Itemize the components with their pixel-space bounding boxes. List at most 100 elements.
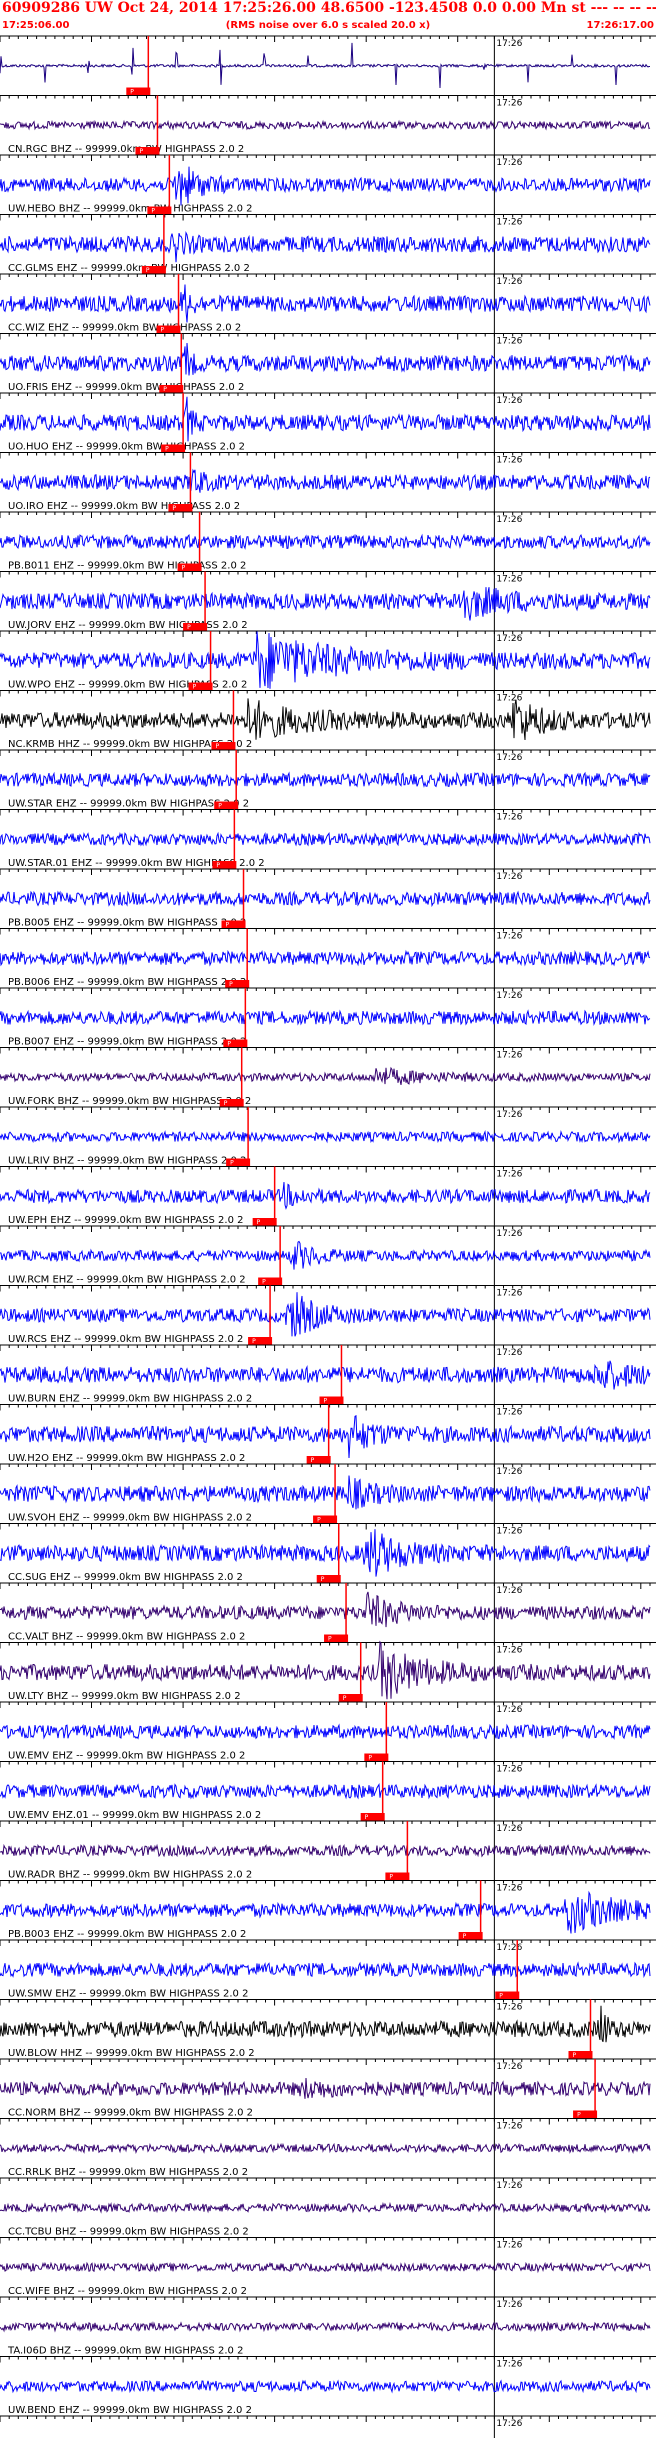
trace-row: 17:26 UW.WPO EHZ -- 99999.0km BW HIGHPASS… bbox=[0, 630, 656, 691]
minute-marker-label: 17:26 bbox=[496, 2122, 522, 2132]
pick-label: P bbox=[257, 1219, 261, 1226]
pick-label: P bbox=[230, 1160, 234, 1167]
waveform-line bbox=[0, 631, 651, 689]
channel-label: UW.HEBO BHZ -- 99999.0km BW HIGHPASS 2.0… bbox=[8, 204, 253, 215]
minute-marker-label: 17:26 bbox=[496, 1289, 522, 1299]
minute-marker-label: 17:26 bbox=[496, 2062, 522, 2072]
waveform-line bbox=[0, 2005, 651, 2043]
end-time: 17:26:17.00 bbox=[586, 20, 654, 31]
time-ticks bbox=[0, 1047, 651, 1054]
channel-label: PB.B003 EHZ -- 99999.0km BW HIGHPASS 2.0… bbox=[8, 1929, 246, 1940]
channel-label: UW.SMW EHZ -- 99999.0km BW HIGHPASS 2.0 … bbox=[8, 1989, 248, 2000]
pick-flag bbox=[364, 1753, 389, 1762]
trace-row: 17:26 UW.EMV EHZ -- 99999.0km BW HIGHPASS… bbox=[0, 1701, 656, 1762]
time-ticks bbox=[0, 869, 651, 875]
time-ticks bbox=[0, 1999, 651, 2006]
pick-flag bbox=[135, 147, 160, 155]
pick-label: P bbox=[224, 1100, 228, 1107]
minute-marker-label: 17:26 bbox=[496, 158, 522, 168]
pick-flag bbox=[147, 206, 172, 215]
pick-label: P bbox=[130, 89, 134, 96]
minute-marker-label: 17:26 bbox=[496, 634, 522, 644]
minute-marker-label: 17:26 bbox=[496, 1586, 522, 1596]
minute-marker-label: 17:26 bbox=[496, 99, 522, 109]
time-ticks bbox=[0, 1880, 651, 1887]
trace-row: 17:26 CC.GLMS EHZ -- 99999.0km BW HIGHPAS… bbox=[0, 214, 656, 274]
minute-marker-label: 17:26 bbox=[496, 753, 522, 763]
pick-label: P bbox=[317, 1517, 321, 1524]
trace-row: 17:26 UO.IRO EHZ -- 99999.0km BW HIGHPASS… bbox=[0, 452, 656, 512]
time-ticks bbox=[0, 631, 651, 637]
trace-row: 17:26 UW.RCS EHZ -- 99999.0km BW HIGHPASS… bbox=[0, 1285, 656, 1345]
trace-row: 17:26 UW.SMW EHZ -- 99999.0km BW HIGHPASS… bbox=[0, 1939, 656, 2000]
pick-flag bbox=[573, 2110, 598, 2119]
waveform-line bbox=[0, 533, 651, 551]
waveform-line bbox=[0, 1182, 651, 1210]
trace-row: 17:26 CC.WIZ EHZ -- 99999.0km BW HIGHPASS… bbox=[0, 273, 656, 334]
trace-row: 17:26 UW.STAR.01 EHZ -- 99999.0km BW HIGH… bbox=[0, 809, 656, 869]
time-ticks bbox=[0, 2178, 651, 2184]
channel-label: NC.KRMB HHZ -- 99999.0km BW HIGHPASS 2.0… bbox=[8, 739, 252, 750]
pick-flag bbox=[156, 325, 181, 334]
pick-label: P bbox=[215, 743, 219, 750]
pick-label: P bbox=[182, 565, 186, 572]
pick-label: P bbox=[146, 267, 150, 274]
waveform-line bbox=[0, 1009, 651, 1026]
trace-row: 17:26 PB.B007 EHZ -- 99999.0km BW HIGHPAS… bbox=[0, 987, 656, 1048]
channel-label: UW.RADR BHZ -- 99999.0km BW HIGHPASS 2.0… bbox=[8, 1870, 252, 1881]
trace-row: 17:26 PB.B005 EHZ -- 99999.0km BW HIGHPAS… bbox=[0, 868, 656, 929]
minute-marker-label: 17:26 bbox=[496, 2181, 522, 2191]
pick-label: P bbox=[193, 684, 197, 691]
minute-marker-label: 17:26 bbox=[496, 515, 522, 525]
waveform-line bbox=[0, 771, 651, 788]
minute-marker-label: 17:26 bbox=[496, 39, 522, 49]
time-ticks bbox=[0, 571, 651, 578]
trace-row: 17:26 UW.RCM EHZ -- 99999.0km BW HIGHPASS… bbox=[0, 1225, 656, 1286]
minute-marker-label: 17:26 bbox=[496, 2419, 522, 2429]
time-ticks bbox=[0, 2297, 651, 2303]
time-ticks bbox=[0, 452, 651, 459]
pick-label: P bbox=[187, 624, 191, 631]
time-ticks bbox=[0, 274, 651, 280]
minute-marker-label: 17:26 bbox=[496, 1646, 522, 1656]
pick-flag bbox=[168, 504, 193, 512]
channel-label: UO.IRO EHZ -- 99999.0km BW HIGHPASS 2.0 … bbox=[8, 501, 240, 512]
trace-row: 17:26 TA.I06D BHZ -- 99999.0km BW HIGHPAS… bbox=[0, 2296, 656, 2357]
channel-label: CC.RRLK BHZ -- 99999.0km BW HIGHPASS 2.0… bbox=[8, 2167, 248, 2178]
waveform-line bbox=[0, 1890, 651, 1934]
event-title: 60909286 UW Oct 24, 2014 17:25:26.00 48.… bbox=[2, 0, 656, 16]
pick-flag bbox=[214, 801, 239, 810]
time-ticks bbox=[0, 1642, 651, 1649]
waveform-line bbox=[0, 1591, 651, 1628]
trace-row: 17:26 CC.SUG EHZ -- 99999.0km BW HIGHPASS… bbox=[0, 1523, 656, 1583]
waveform-line bbox=[0, 1640, 651, 1700]
minute-marker-label: 17:26 bbox=[496, 1051, 522, 1061]
waveform-line bbox=[0, 831, 651, 847]
time-ticks bbox=[0, 36, 651, 42]
trace-row: 17:26 UW.H2O EHZ -- 99999.0km BW HIGHPASS… bbox=[0, 1404, 656, 1464]
time-ticks bbox=[0, 1226, 651, 1232]
time-ticks bbox=[0, 1107, 651, 1113]
trace-row: 17:26 PB.B003 EHZ -- 99999.0km BW HIGHPAS… bbox=[0, 1880, 656, 1940]
pick-label: P bbox=[389, 1874, 393, 1881]
time-ticks bbox=[0, 393, 651, 399]
pick-label: P bbox=[311, 1457, 315, 1464]
minute-marker-label: 17:26 bbox=[496, 1705, 522, 1715]
pick-flag bbox=[458, 1932, 483, 1940]
pick-label: P bbox=[365, 1814, 369, 1821]
pick-flag bbox=[212, 861, 237, 869]
pick-flag bbox=[385, 1872, 410, 1881]
time-ticks bbox=[0, 2416, 651, 2422]
waveform-line bbox=[0, 468, 651, 493]
channel-label: CC.TCBU BHZ -- 99999.0km BW HIGHPASS 2.0… bbox=[8, 2227, 249, 2238]
channel-label: PB.B005 EHZ -- 99999.0km BW HIGHPASS 2.0… bbox=[8, 918, 246, 929]
time-ticks bbox=[0, 1583, 651, 1589]
trace-row: 17:26 CC.TCBU BHZ -- 99999.0km BW HIGHPAS… bbox=[0, 2177, 656, 2238]
channel-label: CC.VALT BHZ -- 99999.0km BW HIGHPASS 2.0… bbox=[8, 1632, 245, 1643]
channel-label: CC.WIZ EHZ -- 99999.0km BW HIGHPASS 2.0 … bbox=[8, 323, 241, 334]
waveform-line bbox=[0, 1843, 651, 1858]
pick-label: P bbox=[226, 922, 230, 929]
pick-flag bbox=[226, 1158, 251, 1167]
pick-flag bbox=[568, 2051, 593, 2059]
